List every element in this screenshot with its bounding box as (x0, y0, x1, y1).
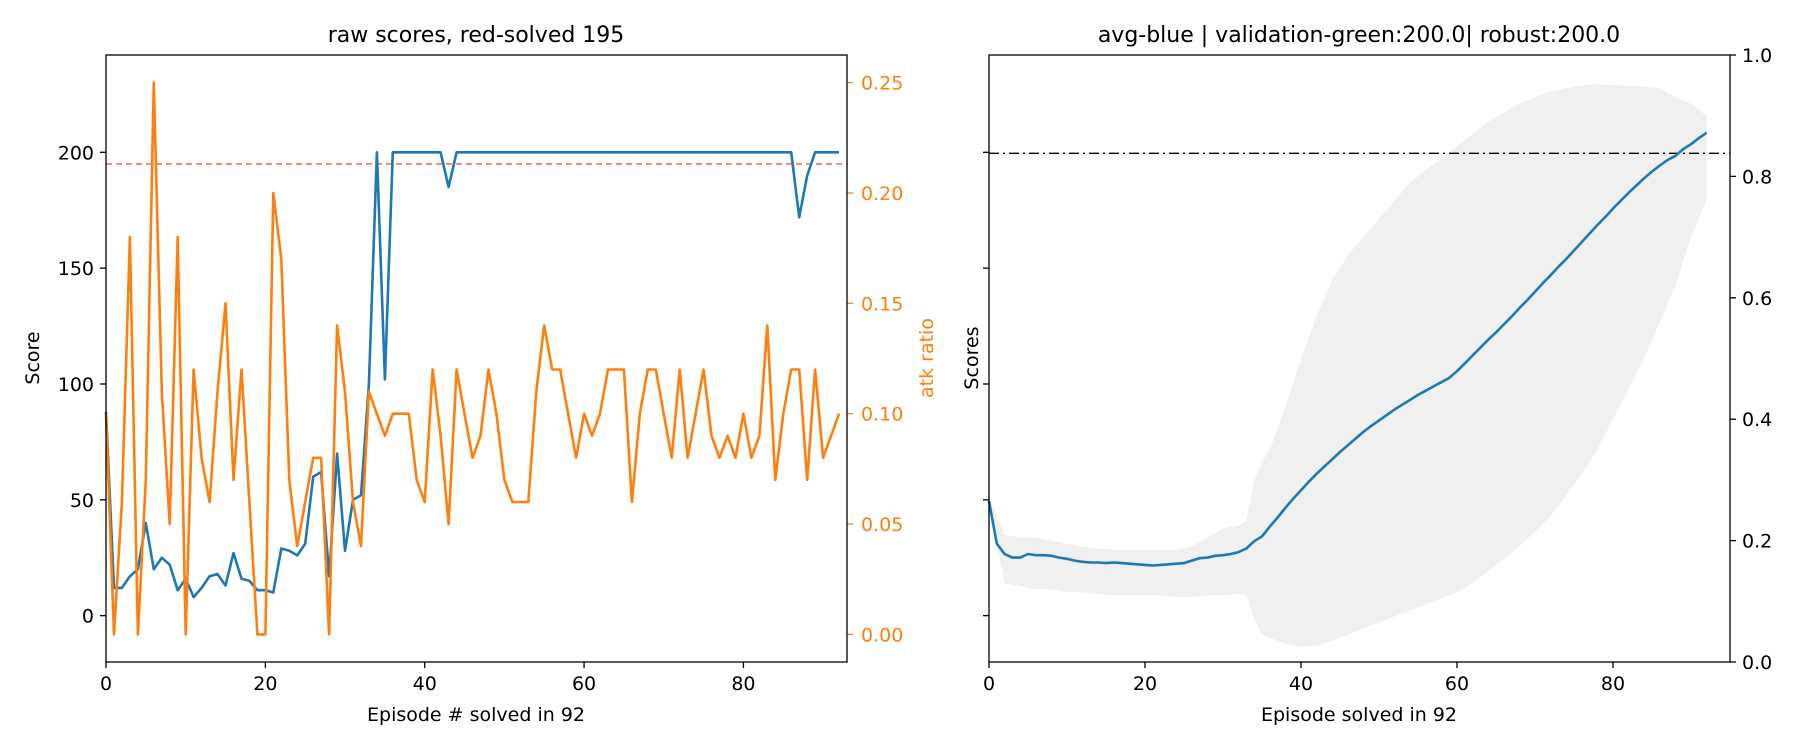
right-y-tick-label: 1.0 (1742, 45, 1772, 67)
left-x-tick-label: 40 (413, 673, 437, 695)
left-x-ticks: 0 20 40 60 80 (100, 662, 756, 695)
right-y-tick-label: 0.2 (1742, 531, 1772, 553)
right-confidence-band (989, 84, 1707, 647)
left-y-tick-label: 100 (58, 374, 94, 396)
right-x-tick-label: 0 (983, 673, 995, 695)
left-y2-axis-label: atk ratio (916, 318, 938, 398)
left-chart-title: raw scores, red-solved 195 (328, 23, 625, 48)
right-y-tick-label: 0.8 (1742, 166, 1772, 188)
right-x-axis-label: Episode solved in 92 (1261, 704, 1457, 726)
right-x-ticks: 0 20 40 60 80 (983, 662, 1625, 695)
left-y2-tick-label: 0.00 (861, 624, 903, 646)
right-x-tick-label: 80 (1601, 673, 1625, 695)
right-y-ticks: 0.0 0.2 0.4 0.6 0.8 1.0 (983, 45, 1772, 674)
left-y-tick-label: 0 (82, 606, 94, 628)
left-y2-tick-label: 0.15 (861, 293, 903, 315)
left-y-tick-label: 150 (58, 258, 94, 280)
right-y-tick-label: 0.4 (1742, 409, 1772, 431)
right-y-tick-label: 0.6 (1742, 288, 1772, 310)
left-x-tick-label: 0 (100, 673, 112, 695)
left-atk-ratio-series-line (104, 81, 841, 636)
left-axes-frame (105, 54, 848, 663)
right-plot-area (987, 84, 1730, 647)
right-chart-title: avg-blue | validation-green:200.0| robus… (1098, 23, 1620, 48)
left-score-series-line (104, 151, 839, 599)
right-y-tick-label: 0.0 (1742, 652, 1772, 674)
left-y2-tick-label: 0.25 (861, 73, 903, 95)
right-axes-frame (988, 54, 1731, 663)
left-x-tick-label: 20 (253, 673, 277, 695)
left-y2-ticks: 0.00 0.05 0.10 0.15 0.20 0.25 (847, 73, 903, 646)
right-x-tick-label: 60 (1445, 673, 1469, 695)
right-y-axis-label: Scores (961, 326, 983, 389)
left-y2-tick-label: 0.10 (861, 404, 903, 426)
right-x-tick-label: 40 (1289, 673, 1313, 695)
left-y-axis-label: Score (22, 331, 44, 384)
left-y-tick-label: 200 (58, 142, 94, 164)
left-y-ticks: 0 50 100 150 200 (58, 142, 106, 628)
left-x-axis-label: Episode # solved in 92 (367, 704, 585, 726)
right-chart: 0 20 40 60 80 0.0 0.2 0.4 0.6 0.8 1.0 avg-blue | … (961, 23, 1772, 726)
right-avg-series-line (987, 131, 1708, 567)
left-y2-tick-label: 0.20 (861, 183, 903, 205)
left-y-tick-label: 50 (70, 490, 94, 512)
left-x-tick-label: 60 (572, 673, 596, 695)
right-x-tick-label: 20 (1133, 673, 1157, 695)
left-x-tick-label: 80 (731, 673, 755, 695)
left-plot-area (104, 81, 847, 636)
left-y2-tick-label: 0.05 (861, 514, 903, 536)
